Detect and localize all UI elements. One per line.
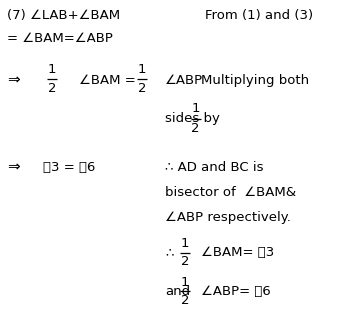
Text: bisector of  ∠BAM&: bisector of ∠BAM& [165, 186, 296, 199]
Text: ∠ABP respectively.: ∠ABP respectively. [165, 211, 291, 224]
Text: 1: 1 [48, 63, 56, 76]
Text: ∠ABP= ⌢6: ∠ABP= ⌢6 [201, 285, 271, 298]
Text: ∠BAM =: ∠BAM = [79, 74, 136, 87]
Text: ∴ AD and BC is: ∴ AD and BC is [165, 161, 264, 174]
Text: From (1) and (3): From (1) and (3) [205, 9, 313, 21]
Text: ⌢3 = ⌢6: ⌢3 = ⌢6 [43, 161, 95, 174]
Text: ∠BAM= ⌢3: ∠BAM= ⌢3 [201, 247, 274, 259]
Text: 2: 2 [137, 82, 146, 94]
Text: and: and [165, 285, 190, 298]
Text: 2: 2 [48, 82, 56, 94]
Text: 2: 2 [181, 256, 189, 268]
Text: 2: 2 [181, 294, 189, 307]
Text: = ∠BAM=∠ABP: = ∠BAM=∠ABP [7, 32, 113, 45]
Text: (7) ∠LAB+∠BAM: (7) ∠LAB+∠BAM [7, 9, 120, 21]
Text: 1: 1 [191, 103, 200, 115]
Text: 1: 1 [181, 276, 189, 288]
Text: sides by: sides by [165, 113, 220, 125]
Text: ⇒: ⇒ [7, 160, 20, 175]
Text: Multiplying both: Multiplying both [201, 74, 309, 87]
Text: 2: 2 [191, 123, 200, 135]
Text: ⇒: ⇒ [7, 73, 20, 88]
Text: ∠ABP: ∠ABP [165, 74, 203, 87]
Text: ∴: ∴ [165, 247, 173, 259]
Text: 1: 1 [137, 63, 146, 76]
Text: 1: 1 [181, 238, 189, 250]
